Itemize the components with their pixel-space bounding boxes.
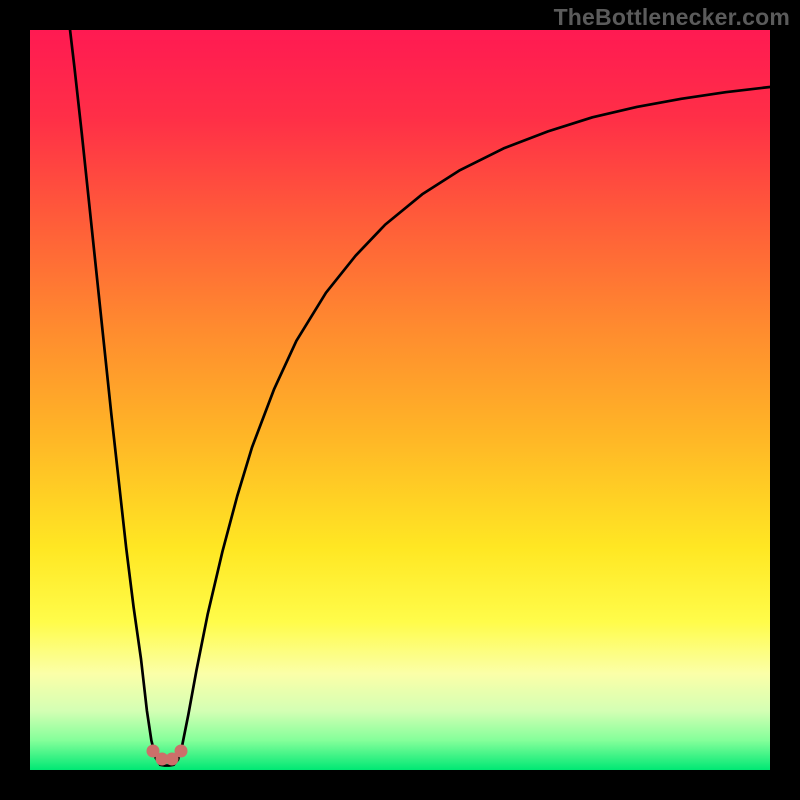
endpoint-markers-layer (0, 0, 800, 800)
endpoint-marker (175, 745, 188, 758)
chart-stage: TheBottlenecker.com (0, 0, 800, 800)
watermark-text: TheBottlenecker.com (554, 4, 790, 31)
